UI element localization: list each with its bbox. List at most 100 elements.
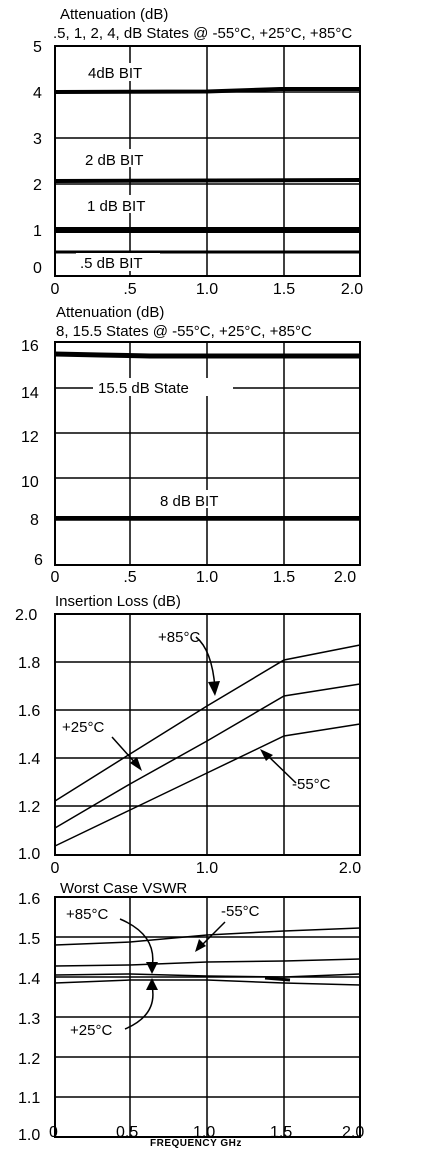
panel-2-yticks: 16 14 12 10 8 6 bbox=[21, 338, 43, 569]
panel-1-yticks: 5 4 3 2 1 0 bbox=[33, 39, 42, 277]
x-tick: .5 bbox=[123, 569, 136, 586]
y-tick: 1.8 bbox=[18, 655, 40, 672]
arrow-25c bbox=[124, 985, 154, 1030]
label-minus55c: -55°C bbox=[292, 776, 331, 793]
panel-3-xticks: 0 1.0 2.0 bbox=[51, 860, 362, 877]
panel-3-grid bbox=[54, 613, 361, 856]
arrow-minus55c bbox=[199, 921, 226, 948]
x-tick: 2.0 bbox=[341, 281, 363, 298]
y-tick: 2.0 bbox=[15, 607, 37, 624]
series-minus55c bbox=[54, 723, 361, 847]
x-tick: 1.0 bbox=[196, 569, 218, 586]
marker-25c bbox=[264, 976, 291, 982]
series-minus55c bbox=[54, 927, 361, 946]
y-tick: 1 bbox=[33, 223, 42, 240]
y-tick: 12 bbox=[21, 429, 39, 446]
y-tick: 8 bbox=[30, 512, 39, 529]
label-2db-bit: 2 dB BIT bbox=[85, 152, 143, 169]
series-4db-bit bbox=[54, 87, 360, 94]
panel-1-title: Attenuation (dB) bbox=[60, 6, 168, 23]
panel-4-series bbox=[54, 927, 361, 986]
panel-3-yticks: 2.0 1.8 1.6 1.4 1.2 1.0 bbox=[15, 607, 40, 863]
x-tick: 0 bbox=[51, 281, 60, 298]
panel-4-title: Worst Case VSWR bbox=[60, 880, 187, 897]
label-4db-bit: 4dB BIT bbox=[88, 65, 142, 82]
label-05db-bit: .5 dB BIT bbox=[80, 255, 143, 272]
panel-3-annotations: +85°C +25°C -55°C bbox=[62, 629, 331, 793]
x-tick: 2.0 bbox=[339, 860, 361, 877]
label-1db-bit: 1 dB BIT bbox=[87, 198, 145, 215]
y-tick: 1.4 bbox=[18, 751, 40, 768]
y-tick: 1.2 bbox=[18, 799, 40, 816]
panel-2: Attenuation (dB) 8, 15.5 States @ -55°C,… bbox=[21, 304, 361, 586]
x-tick: 1.5 bbox=[270, 1124, 293, 1141]
series-25c-b bbox=[54, 979, 361, 986]
label-25c: +25°C bbox=[62, 719, 104, 736]
x-tick: 2.0 bbox=[334, 569, 356, 586]
x-tick: .5 bbox=[123, 281, 136, 298]
panel-2-title: Attenuation (dB) bbox=[56, 304, 164, 321]
y-tick: 4 bbox=[33, 85, 42, 102]
y-tick: 0 bbox=[33, 260, 42, 277]
arrow-85c bbox=[119, 918, 154, 969]
y-tick: 1.2 bbox=[18, 1051, 40, 1068]
panel-3-title: Insertion Loss (dB) bbox=[55, 593, 181, 610]
x-tick: 0 bbox=[51, 860, 60, 877]
y-tick: 5 bbox=[33, 39, 42, 56]
y-tick: 1.3 bbox=[18, 1011, 40, 1028]
panel-2-subtitle: 8, 15.5 States @ -55°C, +25°C, +85°C bbox=[56, 323, 312, 340]
y-tick: 1.1 bbox=[18, 1090, 40, 1107]
panel-3: Insertion Loss (dB) +85°C +25°C -55°C bbox=[15, 593, 361, 877]
panel-1-xticks: 0 .5 1.0 1.5 2.0 bbox=[51, 281, 364, 298]
panel-4-xaxis: 0 0.5 1.0 1.5 2.0 FREQUENCY GHz bbox=[0, 1120, 440, 1149]
x-tick: 2.0 bbox=[342, 1124, 365, 1141]
x-tick: 1.0 bbox=[193, 1124, 216, 1141]
x-tick: 1.5 bbox=[273, 281, 295, 298]
y-tick: 14 bbox=[21, 385, 39, 402]
series-2db-bit bbox=[54, 178, 361, 183]
y-tick: 1.6 bbox=[18, 703, 40, 720]
label-8db-bit: 8 dB BIT bbox=[160, 493, 218, 510]
label-15-5db-state: 15.5 dB State bbox=[98, 380, 189, 397]
y-tick: 1.0 bbox=[18, 846, 40, 863]
y-tick: 6 bbox=[34, 552, 43, 569]
series-85c bbox=[54, 958, 361, 967]
arrow-minus55c bbox=[265, 753, 297, 784]
y-tick: 10 bbox=[21, 474, 39, 491]
panel-2-grid bbox=[54, 341, 361, 566]
panel-1-series bbox=[54, 87, 361, 254]
panel-4-grid bbox=[54, 896, 361, 1138]
panel-1-subtitle: .5, 1, 2, 4, dB States @ -55°C, +25°C, +… bbox=[53, 25, 352, 42]
series-15-5db-state bbox=[54, 351, 360, 359]
y-tick: 1.4 bbox=[18, 971, 40, 988]
panel-4-yticks: 1.6 1.5 1.4 1.3 1.2 1.1 1.0 bbox=[18, 891, 40, 1144]
y-tick: 1.0 bbox=[18, 1127, 40, 1144]
panel-2-labels: 15.5 dB State 8 dB BIT bbox=[93, 378, 237, 510]
panel-4-annotations: +85°C -55°C +25°C bbox=[66, 903, 291, 1039]
y-tick: 16 bbox=[21, 338, 39, 355]
x-tick: 1.0 bbox=[196, 281, 218, 298]
label-85c: +85°C bbox=[158, 629, 200, 646]
label-85c: +85°C bbox=[66, 906, 108, 923]
panel-2-series bbox=[54, 351, 360, 520]
y-tick: 1.5 bbox=[18, 931, 40, 948]
x-tick: 1.5 bbox=[273, 569, 295, 586]
y-tick: 2 bbox=[33, 177, 42, 194]
x-axis-label: FREQUENCY GHz bbox=[150, 1138, 242, 1149]
y-tick: 1.6 bbox=[18, 891, 40, 908]
y-tick: 3 bbox=[33, 131, 42, 148]
panel-3-series bbox=[54, 644, 361, 847]
label-minus55c: -55°C bbox=[221, 903, 260, 920]
panel-4: Worst Case VSWR +85°C -55°C +25 bbox=[18, 880, 361, 1144]
series-25c-a bbox=[54, 973, 361, 978]
panel-1: Attenuation (dB) .5, 1, 2, 4, dB States … bbox=[33, 6, 363, 298]
label-25c: +25°C bbox=[70, 1022, 112, 1039]
series-25c bbox=[54, 683, 361, 829]
x-tick: 0 bbox=[49, 1124, 58, 1141]
x-tick: 1.0 bbox=[196, 860, 218, 877]
series-85c bbox=[54, 644, 361, 802]
x-tick: 0.5 bbox=[116, 1124, 139, 1141]
panel-2-xticks: 0 .5 1.0 1.5 2.0 bbox=[51, 569, 357, 586]
panel-1-labels: 4dB BIT 2 dB BIT 1 dB BIT .5 dB BIT bbox=[76, 63, 170, 272]
